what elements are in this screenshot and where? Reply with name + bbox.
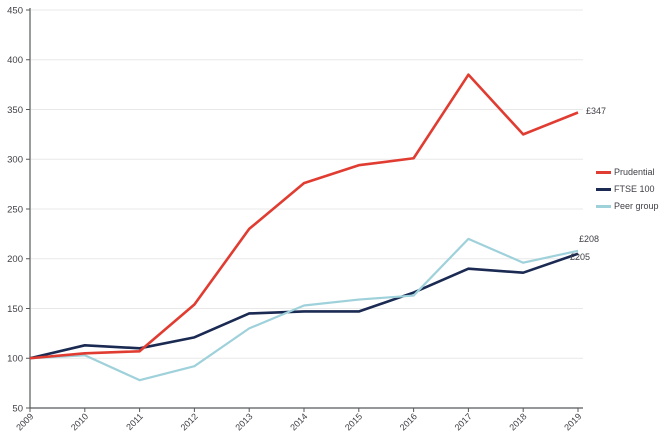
legend-item-ftse-100: FTSE 100 [596, 184, 659, 195]
x-tick-label: 2013 [233, 411, 254, 432]
legend-item-prudential: Prudential [596, 167, 659, 178]
x-tick-label: 2019 [562, 411, 583, 432]
legend-label: Prudential [614, 167, 655, 177]
x-tick-label: 2016 [398, 411, 419, 432]
x-tick-label: 2010 [69, 411, 90, 432]
y-tick-label: 200 [7, 254, 23, 265]
legend-swatch [596, 205, 611, 208]
series-line-ftse-100 [29, 252, 579, 360]
series-line-peer-group [29, 237, 579, 382]
legend-item-peer-group: Peer group [596, 201, 659, 212]
legend-label: Peer group [614, 201, 659, 211]
y-tick-label: 350 [7, 105, 23, 116]
end-label-prudential: £347 [586, 106, 607, 117]
y-tick-label: 50 [12, 403, 23, 414]
y-tick-label: 300 [7, 155, 23, 166]
y-tick-label: 150 [7, 304, 23, 315]
legend-label: FTSE 100 [614, 184, 655, 194]
x-tick-label: 2014 [288, 411, 309, 432]
end-label-peer-group: £208 [579, 233, 600, 244]
y-tick-label: 250 [7, 204, 23, 215]
x-tick-label: 2009 [14, 411, 35, 432]
legend-swatch [596, 188, 611, 191]
x-tick-label: 2018 [507, 411, 528, 432]
y-tick-label: 450 [7, 5, 23, 16]
legend-swatch [596, 171, 611, 174]
x-tick-label: 2017 [453, 411, 474, 432]
end-label-ftse-100: £205 [570, 251, 591, 262]
x-tick-label: 2011 [124, 411, 145, 432]
series-line-prudential [29, 73, 579, 360]
x-tick-label: 2012 [179, 411, 200, 432]
y-tick-label: 400 [7, 55, 23, 66]
legend: Prudential FTSE 100 Peer group [596, 167, 659, 212]
y-tick-label: 100 [7, 354, 23, 365]
x-tick-label: 2015 [343, 411, 364, 432]
